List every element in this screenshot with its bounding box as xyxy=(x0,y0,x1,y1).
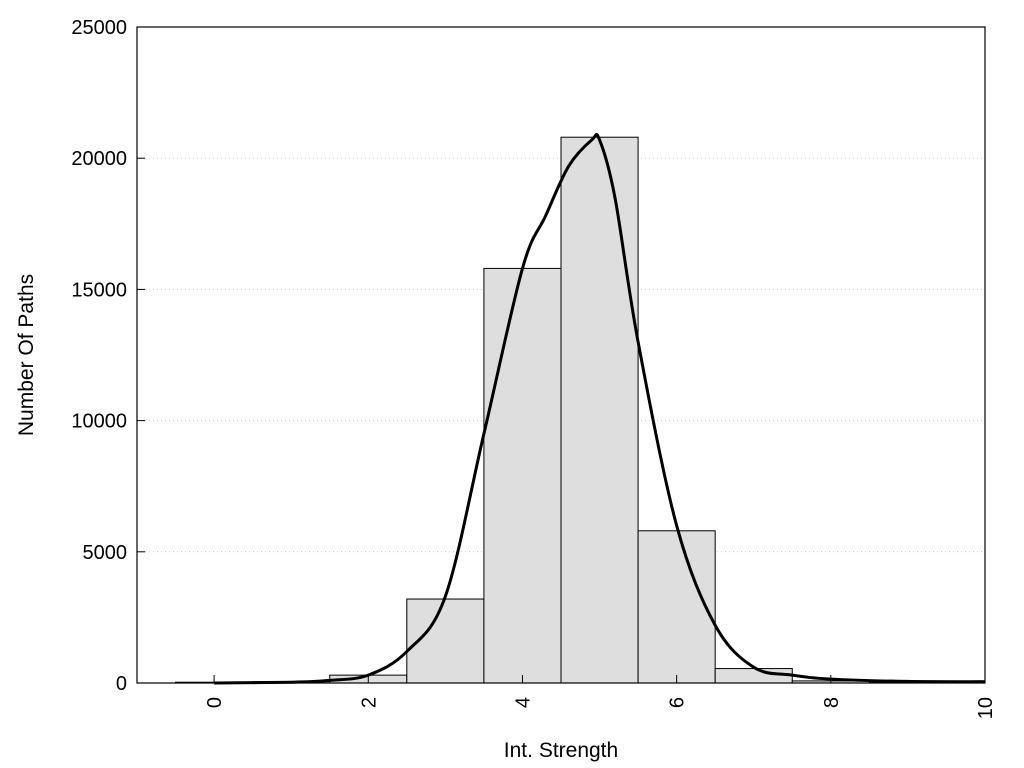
y-tick-label: 25000 xyxy=(71,17,127,39)
y-axis-ticks: 0 5000 10000 15000 20000 25000 xyxy=(71,17,145,695)
y-tick-label: 10000 xyxy=(71,411,127,433)
x-tick-label: 8 xyxy=(821,697,843,708)
plot-frame xyxy=(136,26,986,684)
fit-curve-line xyxy=(214,132,986,685)
y-tick-label: 20000 xyxy=(71,148,127,170)
x-tick-label: 0 xyxy=(204,697,226,708)
x-axis-ticks: 0 2 4 6 8 10 xyxy=(204,675,997,719)
x-tick-label: 6 xyxy=(667,697,689,708)
fitted-curve xyxy=(214,132,986,685)
histogram-bar xyxy=(483,267,562,684)
y-tick-label: 0 xyxy=(116,673,127,695)
y-tick-label: 5000 xyxy=(83,542,128,564)
x-tick-label: 4 xyxy=(512,697,534,708)
y-tick-label: 15000 xyxy=(71,279,127,301)
histogram-bar xyxy=(714,668,793,684)
x-tick-label: 2 xyxy=(358,697,380,708)
histogram-bar xyxy=(560,136,639,684)
x-axis-title: Int. Strength xyxy=(504,739,618,762)
y-axis-title: Number Of Paths xyxy=(15,274,38,436)
histogram-bar xyxy=(637,530,716,684)
histogram-bars xyxy=(175,136,947,684)
x-tick-label: 10 xyxy=(975,697,997,719)
